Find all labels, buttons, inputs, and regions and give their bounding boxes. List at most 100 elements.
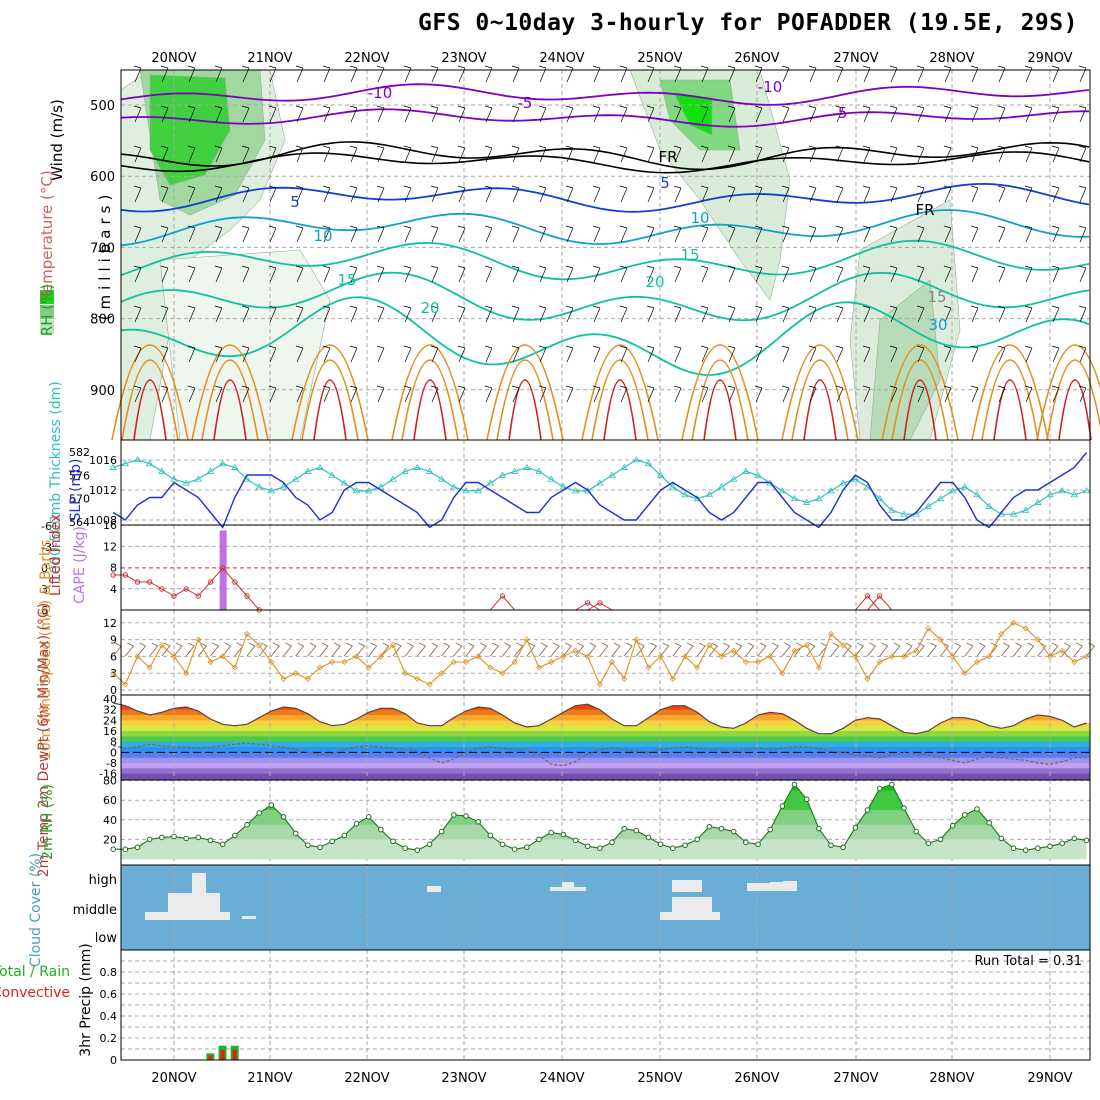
- wind-barb: [943, 105, 952, 123]
- thickness-point: [693, 494, 701, 502]
- wind-barb: [187, 185, 196, 203]
- thickness-point: [425, 467, 434, 474]
- wind-barb: [835, 105, 844, 123]
- wind-barb: [889, 65, 898, 83]
- temperature-contour: [120, 83, 1090, 106]
- wind-barb: [862, 265, 871, 283]
- date-label-bottom: 25NOV: [637, 1071, 682, 1086]
- contour-label: 30: [928, 316, 947, 334]
- wind-barb: [781, 105, 790, 123]
- y-tick-label: 4: [110, 583, 117, 596]
- cape-panel: -6 -3 0 3 6 16 12 8 4: [41, 519, 1090, 617]
- wind-speed-point: [669, 675, 676, 682]
- thickness-point: [778, 487, 787, 494]
- wind-barb: [862, 185, 871, 203]
- temp-band: [121, 720, 1090, 727]
- wind-barb: [1024, 185, 1033, 203]
- wind-barb: [830, 642, 840, 657]
- wind-barb: [700, 105, 709, 123]
- wind-barb: [268, 185, 277, 203]
- cloud-block: [672, 880, 702, 892]
- wind-barb: [997, 65, 1006, 83]
- wind-barb: [943, 385, 952, 403]
- wind-barb: [997, 145, 1006, 163]
- wind-barb: [441, 642, 451, 657]
- thickness-point: [839, 479, 847, 486]
- wind-barb: [808, 345, 817, 363]
- wind-barb: [295, 385, 304, 403]
- warm-contour: [508, 379, 542, 441]
- rh-point: [402, 845, 408, 852]
- thickness-point: [669, 483, 677, 490]
- wind-barb: [214, 305, 223, 323]
- wind-barb: [241, 145, 250, 163]
- wind-barb: [241, 385, 250, 403]
- thickness-point: [328, 471, 336, 478]
- wind-barb: [592, 225, 601, 243]
- wind-barb: [349, 385, 358, 403]
- wind-speed-point: [195, 636, 202, 643]
- y-tick-label: 0: [110, 1054, 117, 1067]
- wind-barb: [376, 345, 385, 363]
- wind-speed-point: [706, 642, 713, 649]
- rh-point: [1035, 845, 1041, 852]
- wind-barb: [457, 265, 466, 283]
- wind-barb: [700, 345, 709, 363]
- wind-barb: [160, 345, 169, 363]
- thickness-point: [1046, 491, 1054, 498]
- rh-point: [244, 821, 250, 828]
- rh-point: [670, 845, 676, 852]
- wind-barb: [769, 642, 779, 657]
- wind-speed-point: [523, 636, 530, 643]
- thickness-point: [827, 487, 835, 494]
- wind-speed-point: [426, 681, 433, 688]
- wind-barb: [646, 305, 655, 323]
- wind-barb: [970, 345, 979, 363]
- wind-barb: [1051, 105, 1060, 123]
- wind-barb: [862, 305, 871, 323]
- wind-barb: [349, 345, 358, 363]
- wind-speed-point: [329, 658, 336, 666]
- lifted-index-point: [195, 593, 202, 599]
- wind-barb: [646, 345, 655, 363]
- lifted-index-point: [876, 593, 883, 599]
- wind-speed-point: [596, 681, 603, 688]
- wind-barb: [465, 642, 475, 657]
- wind-barb: [295, 225, 304, 243]
- wind-barb: [862, 385, 871, 403]
- wind-barb: [1024, 385, 1033, 403]
- thickness-point: [158, 467, 166, 474]
- wind-barb: [246, 642, 256, 657]
- rh-point: [280, 814, 287, 820]
- rh-point: [171, 833, 177, 840]
- wind-barb: [430, 145, 439, 163]
- rh-band: [121, 839, 1087, 860]
- thickness-point: [608, 471, 616, 478]
- rh-point: [901, 805, 907, 811]
- wind-barb: [268, 265, 277, 283]
- wind-barb: [997, 225, 1006, 243]
- wind-barb: [160, 185, 169, 203]
- wind-speed-point: [925, 625, 932, 632]
- wind-barb: [754, 185, 763, 203]
- rh-point: [803, 796, 810, 803]
- wind-barb: [928, 642, 937, 657]
- wind-barb: [727, 225, 736, 243]
- cloud-block: [747, 883, 797, 891]
- wind-barb: [889, 385, 898, 403]
- thickness-point: [948, 487, 957, 494]
- wind-barb: [1074, 642, 1083, 657]
- wind-speed-point: [852, 653, 859, 660]
- ylabel-10m-wind: 10m Wind Speed (m/s) & Barbs: [38, 540, 54, 760]
- thickness-slp-panel: 582 576 570 564 1016 1012 1008: [69, 440, 1091, 529]
- wind-speed-point: [681, 653, 689, 660]
- lifted-index-point: [219, 565, 226, 571]
- cloud-block: [145, 912, 230, 920]
- lifted-index-point: [134, 579, 141, 585]
- wind-barb: [916, 305, 925, 323]
- thickness-point: [851, 475, 860, 482]
- contour-label: -10: [368, 84, 393, 102]
- y-tick-label: 600: [90, 170, 115, 185]
- wind-barb: [511, 145, 520, 163]
- temp-bands: [121, 703, 1090, 780]
